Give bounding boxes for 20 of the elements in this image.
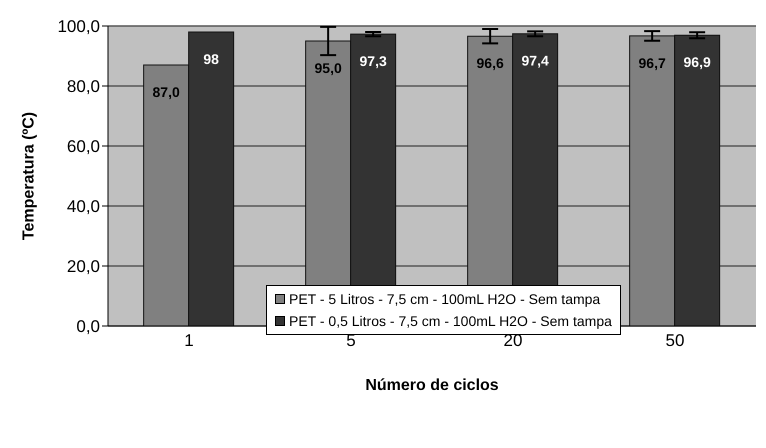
legend-label: PET - 0,5 Litros - 7,5 cm - 100mL H2O - Sem tampa: [289, 312, 612, 331]
y-tick-label: 60,0: [66, 137, 100, 156]
y-axis-title: Temperatura (ºC): [20, 112, 38, 240]
y-tick-label: 0,0: [76, 317, 100, 336]
legend-label: PET - 5 Litros - 7,5 cm - 100mL H2O - Sem tampa: [289, 290, 600, 309]
data-label: 97,4: [522, 52, 549, 69]
x-tick-label: 50: [666, 331, 684, 350]
y-tick-label: 80,0: [66, 77, 100, 96]
y-tick-label: 20,0: [66, 257, 100, 276]
y-tick-label: 40,0: [66, 197, 100, 216]
data-label: 98: [203, 50, 220, 67]
data-label: 96,7: [638, 54, 666, 71]
data-label: 96,9: [684, 54, 711, 70]
data-label: 96,6: [476, 55, 504, 72]
y-tick-label: 100,0: [57, 17, 100, 36]
data-label: 87,0: [152, 84, 180, 100]
x-axis-title: Número de ciclos: [365, 377, 499, 394]
x-tick-label: 1: [184, 331, 194, 350]
data-label: 97,3: [360, 53, 387, 70]
data-label: 95,0: [314, 60, 342, 76]
